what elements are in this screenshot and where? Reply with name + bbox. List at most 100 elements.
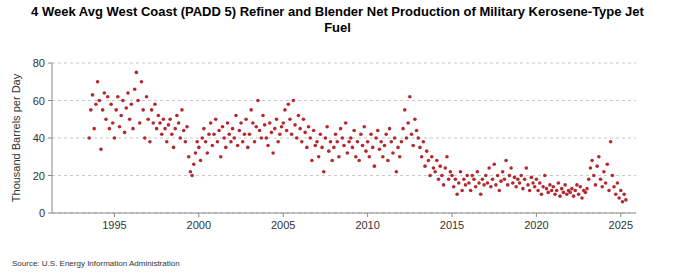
point [165, 140, 169, 144]
point [374, 136, 378, 140]
point [408, 95, 412, 99]
point [494, 183, 498, 187]
point [229, 140, 233, 144]
point [484, 174, 488, 178]
point [214, 117, 218, 121]
x-tick [452, 213, 453, 217]
point [604, 181, 608, 185]
point [303, 131, 307, 135]
point [204, 140, 208, 144]
point [371, 146, 375, 150]
point [597, 155, 601, 159]
point [278, 132, 282, 136]
point [445, 155, 449, 159]
point [244, 117, 248, 121]
point [543, 174, 547, 178]
point [162, 117, 166, 121]
point [452, 185, 456, 189]
point [386, 159, 390, 163]
point [339, 127, 343, 131]
point [94, 102, 98, 106]
point [459, 170, 463, 174]
point [190, 174, 194, 178]
point [224, 146, 228, 150]
point [536, 189, 540, 193]
point [511, 181, 515, 185]
point [524, 166, 528, 170]
point [187, 155, 191, 159]
point [479, 192, 483, 196]
point [145, 95, 149, 99]
point [464, 183, 468, 187]
point [526, 183, 530, 187]
point [499, 179, 503, 183]
point [302, 117, 306, 121]
point [325, 125, 329, 129]
point [283, 108, 287, 112]
point [91, 93, 95, 97]
point [327, 149, 331, 153]
point [167, 123, 171, 127]
point [209, 121, 213, 125]
point [521, 187, 525, 191]
point [538, 181, 542, 185]
point [443, 166, 447, 170]
point [540, 192, 544, 196]
point [354, 155, 358, 159]
point [192, 162, 196, 166]
point [476, 170, 480, 174]
point [378, 147, 382, 151]
point [140, 80, 144, 84]
x-tick [536, 213, 537, 217]
point [361, 144, 365, 148]
point [474, 185, 478, 189]
point [366, 140, 370, 144]
point [572, 194, 576, 198]
point [560, 187, 564, 191]
point [518, 181, 522, 185]
point [290, 132, 294, 136]
point [440, 174, 444, 178]
point [288, 117, 292, 121]
point [614, 192, 618, 196]
point [130, 102, 134, 106]
point [357, 159, 361, 163]
point [427, 159, 431, 163]
point [541, 185, 545, 189]
point [418, 146, 422, 150]
title-line: 4 Week Avg West Coast (PADD 5) Refiner a… [31, 4, 644, 19]
point [568, 191, 572, 195]
point [497, 189, 501, 193]
point [624, 198, 628, 202]
point [433, 170, 437, 174]
point [221, 125, 225, 129]
point [467, 181, 471, 185]
point [231, 127, 235, 131]
grid-line [52, 63, 636, 64]
point [285, 129, 289, 133]
point [489, 185, 493, 189]
point [106, 95, 110, 99]
point [172, 146, 176, 150]
x-tick [367, 213, 368, 217]
point [126, 91, 130, 95]
point [420, 155, 424, 159]
point [199, 159, 203, 163]
point [116, 95, 120, 99]
point [87, 136, 91, 140]
point [590, 159, 594, 163]
point [197, 146, 201, 150]
point [344, 121, 348, 125]
point [332, 146, 336, 150]
y-axis-label: Thousand Barrels per Day [10, 73, 22, 202]
point [465, 174, 469, 178]
point [469, 189, 473, 193]
point [351, 146, 355, 150]
point [621, 200, 625, 204]
point [123, 131, 127, 135]
point [585, 187, 589, 191]
point [413, 117, 417, 121]
y-tick-label: 0 [39, 207, 45, 219]
point [124, 106, 128, 110]
point [178, 136, 182, 140]
